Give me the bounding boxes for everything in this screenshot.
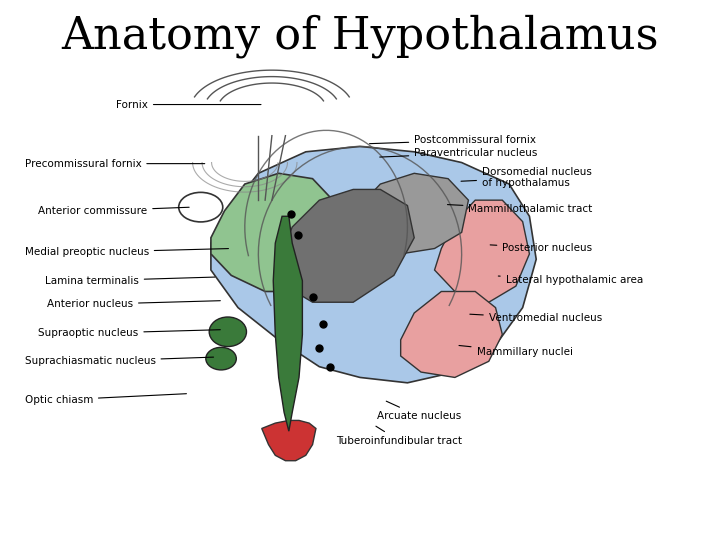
Text: Mammillary nuclei: Mammillary nuclei xyxy=(459,346,572,357)
Text: Posterior nucleus: Posterior nucleus xyxy=(490,243,593,253)
Polygon shape xyxy=(262,421,316,461)
Text: Precommissural fornix: Precommissural fornix xyxy=(24,159,204,168)
Text: Lamina terminalis: Lamina terminalis xyxy=(45,276,215,286)
Text: Lateral hypothalamic area: Lateral hypothalamic area xyxy=(498,275,643,285)
Text: Anterior nucleus: Anterior nucleus xyxy=(47,299,220,309)
Text: Postcommissural fornix: Postcommissural fornix xyxy=(369,135,536,145)
Ellipse shape xyxy=(210,317,246,347)
Ellipse shape xyxy=(179,192,222,222)
Text: Mammillothalamic tract: Mammillothalamic tract xyxy=(448,204,593,214)
Text: Anterior commissure: Anterior commissure xyxy=(38,206,189,216)
Text: Supraoptic nucleus: Supraoptic nucleus xyxy=(38,328,220,339)
Text: Ventromedial nucleus: Ventromedial nucleus xyxy=(470,313,602,323)
Text: Medial preoptic nucleus: Medial preoptic nucleus xyxy=(24,247,228,257)
Polygon shape xyxy=(435,200,529,302)
Text: Arcuate nucleus: Arcuate nucleus xyxy=(377,401,462,421)
Text: Anatomy of Hypothalamus: Anatomy of Hypothalamus xyxy=(61,15,659,58)
Text: Tuberoinfundibular tract: Tuberoinfundibular tract xyxy=(336,426,462,446)
Text: Dorsomedial nucleus
of hypothalamus: Dorsomedial nucleus of hypothalamus xyxy=(461,167,592,188)
Polygon shape xyxy=(400,292,503,377)
Text: Suprachiasmatic nucleus: Suprachiasmatic nucleus xyxy=(24,356,214,366)
Polygon shape xyxy=(274,217,302,431)
Polygon shape xyxy=(211,173,340,292)
Polygon shape xyxy=(360,173,469,254)
Polygon shape xyxy=(279,190,414,302)
Polygon shape xyxy=(211,146,536,383)
Ellipse shape xyxy=(206,347,236,370)
Text: Paraventricular nucleus: Paraventricular nucleus xyxy=(379,148,538,158)
Text: Fornix: Fornix xyxy=(116,99,261,110)
Text: Optic chiasm: Optic chiasm xyxy=(24,394,186,405)
